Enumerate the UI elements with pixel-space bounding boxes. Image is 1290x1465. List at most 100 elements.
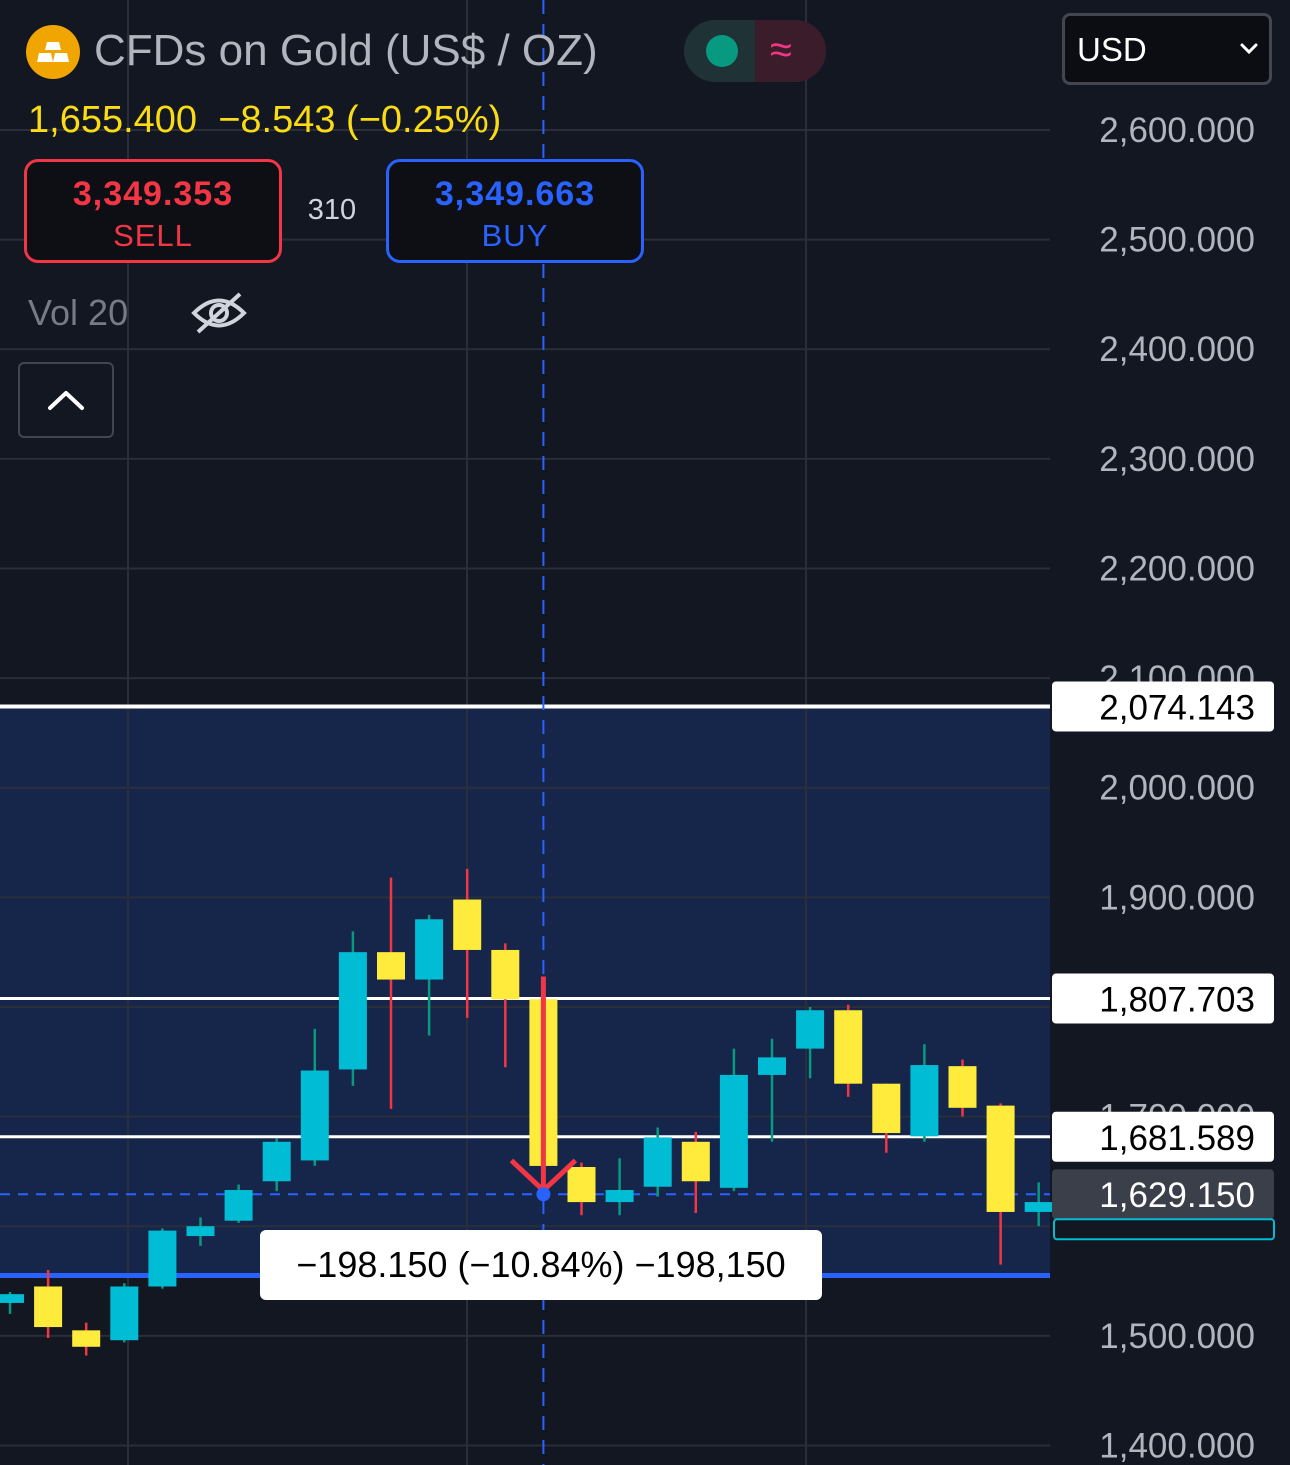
y-tick-label: 2,300.000 bbox=[1099, 440, 1255, 479]
candle bbox=[262, 1138, 291, 1192]
candle-body bbox=[605, 1190, 634, 1203]
y-tick-label: 2,500.000 bbox=[1099, 221, 1255, 260]
candle bbox=[110, 1283, 139, 1343]
price-tag-label: 1,807.703 bbox=[1099, 981, 1255, 1020]
candle bbox=[415, 914, 444, 1036]
price-tag-label: 1,629.150 bbox=[1099, 1176, 1255, 1215]
wave-icon: ≈ bbox=[770, 28, 792, 72]
candle-body bbox=[453, 899, 482, 950]
candle-body bbox=[834, 1010, 863, 1084]
candle bbox=[377, 877, 405, 1109]
chevron-down-icon bbox=[1240, 43, 1258, 55]
price-change: −8.543 bbox=[218, 99, 336, 141]
price-tag-box bbox=[1052, 681, 1274, 732]
candle-body bbox=[491, 949, 520, 1000]
candle-body bbox=[262, 1141, 291, 1182]
candle bbox=[681, 1131, 710, 1214]
candle bbox=[872, 1083, 901, 1153]
candle bbox=[1024, 1182, 1053, 1227]
candle bbox=[796, 1006, 825, 1079]
candle-body bbox=[567, 1167, 596, 1203]
candle bbox=[72, 1322, 101, 1356]
y-tick-label: 2,400.000 bbox=[1099, 330, 1255, 369]
candle bbox=[224, 1184, 253, 1223]
eye-off-icon[interactable] bbox=[190, 290, 248, 341]
candle bbox=[910, 1044, 939, 1142]
y-tick-label: 2,600.000 bbox=[1099, 111, 1255, 150]
collapse-button[interactable] bbox=[18, 362, 114, 438]
y-tick-label: 1,400.000 bbox=[1099, 1426, 1255, 1465]
buy-button[interactable]: 3,349.663 BUY bbox=[386, 159, 644, 263]
y-tick-label: 2,200.000 bbox=[1099, 549, 1255, 588]
candle bbox=[491, 943, 520, 1068]
candle-body bbox=[338, 952, 367, 1070]
price-labels-layer: 2,074.143 1,807.703 1,681.589 1,629.150 bbox=[1052, 681, 1275, 1241]
sell-price: 3,349.353 bbox=[72, 175, 234, 213]
symbol-title[interactable]: CFDs on Gold (US$ / OZ) bbox=[94, 26, 598, 75]
candle bbox=[186, 1217, 215, 1246]
candle bbox=[719, 1048, 748, 1192]
price-tag-box bbox=[1052, 1169, 1274, 1220]
zone-rect bbox=[0, 706, 1050, 1276]
candle bbox=[338, 931, 367, 1086]
candle bbox=[34, 1270, 63, 1339]
candle-body bbox=[643, 1137, 672, 1187]
candle-body bbox=[186, 1226, 215, 1237]
last-price: 1,655.400 bbox=[28, 99, 198, 141]
candle-body bbox=[948, 1066, 977, 1108]
market-status-pill[interactable]: ≈ bbox=[684, 20, 826, 82]
candle-body bbox=[872, 1083, 901, 1134]
volume-indicator-label[interactable]: Vol 20 bbox=[28, 292, 129, 333]
bid-tag-outline bbox=[1053, 1218, 1275, 1241]
candle-body bbox=[910, 1065, 939, 1137]
candle-body bbox=[415, 919, 444, 980]
candle bbox=[453, 868, 482, 1018]
candle bbox=[567, 1162, 596, 1216]
candle-body bbox=[224, 1190, 253, 1221]
sell-button[interactable]: 3,349.353 SELL bbox=[24, 159, 282, 263]
candle-body bbox=[986, 1105, 1015, 1212]
candle-body bbox=[72, 1330, 101, 1347]
candle-body bbox=[34, 1286, 63, 1328]
price-change-pct: (−0.25%) bbox=[346, 99, 502, 141]
candle bbox=[948, 1059, 977, 1117]
grid-layer bbox=[0, 0, 1050, 1465]
candle bbox=[605, 1158, 634, 1216]
candle-body bbox=[148, 1230, 177, 1287]
y-tick-label: 1,500.000 bbox=[1099, 1317, 1255, 1356]
chevron-up-icon bbox=[48, 391, 84, 410]
currency-value: USD bbox=[1077, 31, 1147, 68]
buy-price: 3,349.663 bbox=[434, 175, 596, 213]
price-tag-label: 2,074.143 bbox=[1099, 688, 1255, 727]
candle-body bbox=[1024, 1202, 1053, 1212]
candle-body bbox=[796, 1010, 825, 1049]
status-dot-icon bbox=[706, 35, 738, 67]
candle bbox=[148, 1228, 177, 1289]
candle bbox=[986, 1103, 1015, 1265]
highlight-zone-layer bbox=[0, 706, 1050, 1276]
price-tag-box bbox=[1052, 973, 1274, 1024]
measurement-label: −198.150 (−10.84%) −198,150 bbox=[260, 1230, 822, 1300]
buy-label: BUY bbox=[481, 218, 549, 253]
spread-value: 310 bbox=[307, 194, 357, 226]
candle-body bbox=[0, 1294, 24, 1303]
y-tick-label: 1,900.000 bbox=[1099, 878, 1255, 917]
candles-layer[interactable] bbox=[0, 868, 1053, 1356]
candle-body bbox=[758, 1057, 786, 1075]
gold-bars-icon bbox=[26, 25, 80, 79]
price-axis[interactable]: 2,600.000 2,500.000 2,400.000 2,300.000 2,20… bbox=[1099, 111, 1255, 1465]
candle-body bbox=[300, 1070, 329, 1161]
candle-body bbox=[377, 952, 405, 980]
sell-label: SELL bbox=[113, 218, 193, 253]
candle bbox=[300, 1028, 329, 1166]
price-change-line: 1,655.400 −8.543 (−0.25%) bbox=[28, 96, 501, 144]
candle-body bbox=[681, 1141, 710, 1182]
candle bbox=[758, 1038, 786, 1142]
marker-point bbox=[536, 1187, 551, 1202]
y-tick-label: 2,000.000 bbox=[1099, 769, 1255, 808]
price-tag-label: 1,681.589 bbox=[1099, 1119, 1255, 1158]
price-tag-box bbox=[1052, 1111, 1274, 1162]
candle bbox=[0, 1291, 24, 1314]
currency-select[interactable]: USD bbox=[1062, 13, 1272, 85]
